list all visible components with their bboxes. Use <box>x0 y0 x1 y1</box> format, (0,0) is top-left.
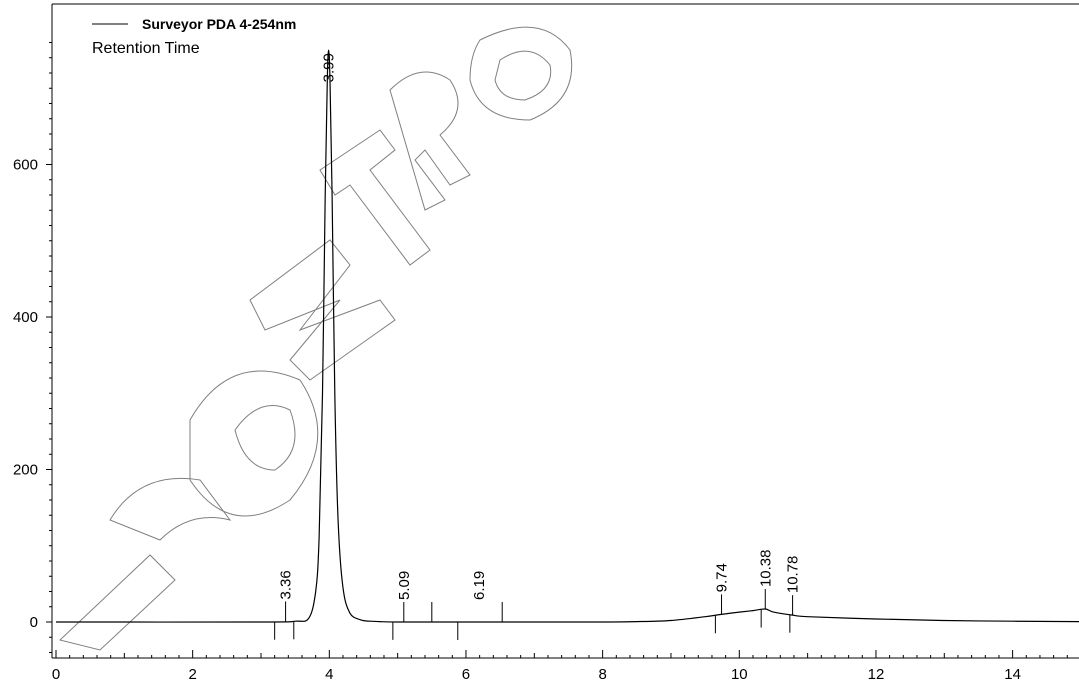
y-tick-label: 200 <box>13 462 38 479</box>
x-tick-label: 10 <box>731 666 748 683</box>
x-tick-label: 14 <box>1004 666 1021 683</box>
integration-marks <box>274 589 794 640</box>
peak-label: 3.99 <box>321 53 338 82</box>
y-axis-ticks: 0 200 400 600 <box>13 42 52 653</box>
x-axis-ticks: 0 2 4 6 8 10 12 14 <box>52 650 1068 683</box>
series-line-surveyor-pda <box>55 49 1079 623</box>
axes <box>51 3 1079 659</box>
peak-label: 9.74 <box>714 563 731 592</box>
y-tick-label: 0 <box>30 614 38 631</box>
peak-label: 5.09 <box>396 571 413 600</box>
x-tick-label: 8 <box>598 666 606 683</box>
x-tick-label: 0 <box>52 666 60 683</box>
watermark-logo <box>58 26 573 651</box>
x-tick-label: 4 <box>325 666 333 683</box>
x-tick-label: 6 <box>462 666 470 683</box>
y-tick-label: 600 <box>13 157 38 174</box>
legend: Surveyor PDA 4-254nm Retention Time <box>92 16 296 57</box>
peak-label: 10.38 <box>757 549 774 587</box>
peak-label: 3.36 <box>278 570 295 599</box>
y-tick-label: 400 <box>13 309 38 326</box>
peak-labels: 3.36 3.99 5.09 6.19 9.74 10.38 10.78 <box>278 53 802 600</box>
x-tick-label: 2 <box>188 666 196 683</box>
peak-label: 6.19 <box>471 571 488 600</box>
x-tick-label: 12 <box>868 666 885 683</box>
legend-subtitle: Retention Time <box>92 40 200 57</box>
legend-series-name: Surveyor PDA 4-254nm <box>142 16 296 32</box>
peak-label: 10.78 <box>785 556 802 594</box>
